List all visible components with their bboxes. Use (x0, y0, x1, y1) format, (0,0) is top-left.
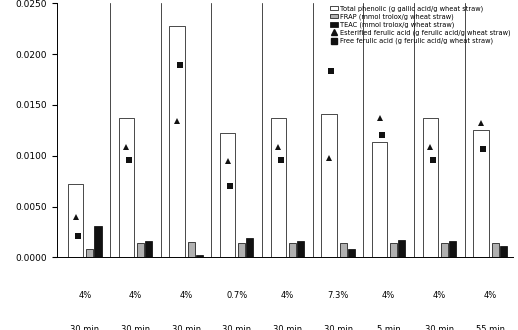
Bar (473, 130, 488, 257)
Bar (492, 243, 499, 257)
Bar (68, 184, 83, 257)
Text: 30 min: 30 min (70, 325, 99, 330)
Bar (169, 26, 184, 257)
Bar (87, 249, 93, 257)
Bar (398, 240, 406, 257)
Text: 5 min: 5 min (377, 325, 400, 330)
Bar (321, 114, 337, 257)
Bar (390, 243, 397, 257)
Bar (372, 142, 387, 257)
Bar (188, 242, 195, 257)
Bar (441, 243, 448, 257)
Text: 30 min: 30 min (171, 325, 200, 330)
Bar (196, 255, 203, 257)
Text: 30 min: 30 min (222, 325, 251, 330)
Bar (271, 118, 286, 257)
Text: 55 min: 55 min (476, 325, 505, 330)
Text: 4%: 4% (483, 291, 497, 300)
Bar (220, 133, 235, 257)
Bar (145, 241, 152, 257)
Text: 30 min: 30 min (324, 325, 353, 330)
Bar (137, 243, 144, 257)
Text: 30 min: 30 min (273, 325, 302, 330)
Text: 30 min: 30 min (425, 325, 454, 330)
Text: 30 min: 30 min (121, 325, 150, 330)
Bar (289, 243, 296, 257)
Bar (94, 226, 102, 257)
Legend: Total phenolic (g gallic acid/g wheat straw), FRAP (mmol trolox/g wheat straw), : Total phenolic (g gallic acid/g wheat st… (328, 4, 512, 46)
Bar (297, 241, 304, 257)
Text: 0.7%: 0.7% (226, 291, 248, 300)
Bar (423, 118, 438, 257)
Text: 4%: 4% (433, 291, 446, 300)
Text: 4%: 4% (129, 291, 142, 300)
Bar (348, 249, 355, 257)
Text: 4%: 4% (281, 291, 294, 300)
Text: 4%: 4% (180, 291, 193, 300)
Bar (500, 246, 507, 257)
Text: 7.3%: 7.3% (327, 291, 349, 300)
Bar (247, 238, 253, 257)
Text: 4%: 4% (382, 291, 395, 300)
Bar (340, 243, 347, 257)
Bar (238, 243, 246, 257)
Bar (449, 241, 456, 257)
Bar (119, 118, 134, 257)
Text: 4%: 4% (78, 291, 92, 300)
